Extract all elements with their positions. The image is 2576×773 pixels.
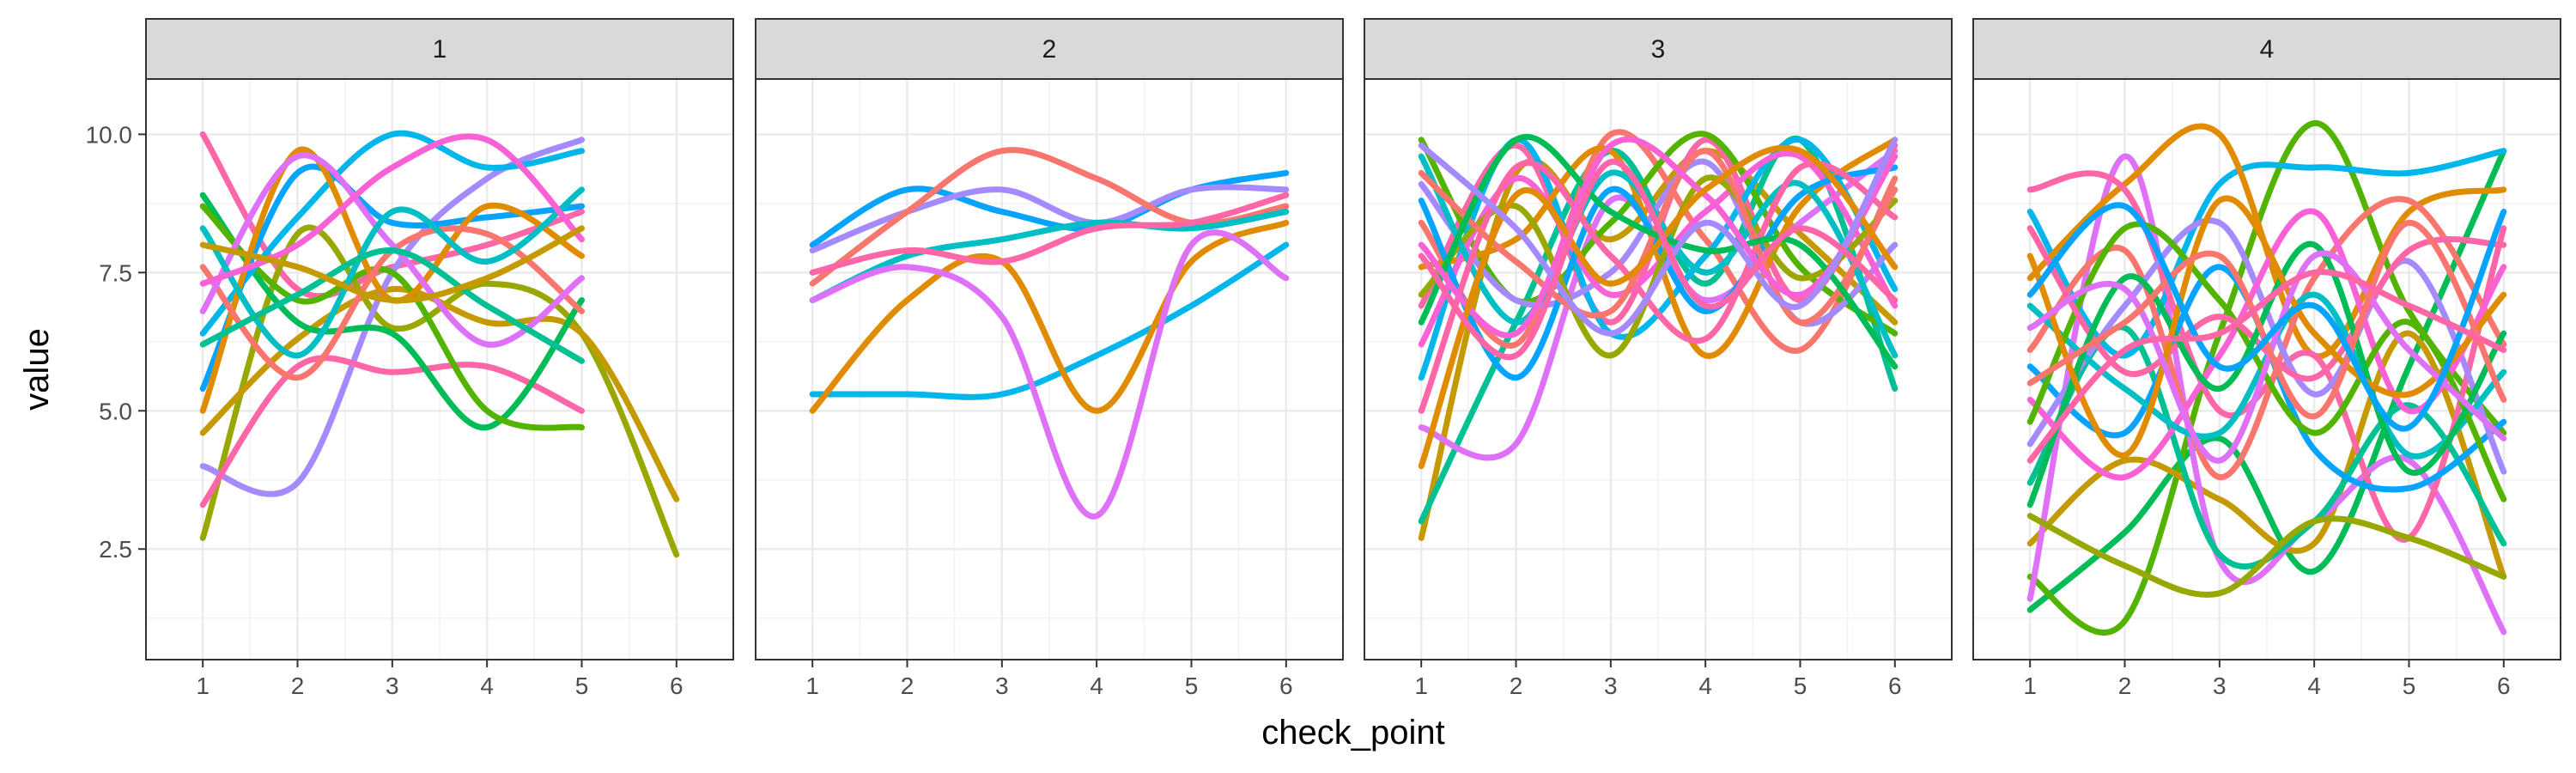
series-line-11 <box>2026 196 2507 480</box>
x-tick-label: 6 <box>1888 673 1902 699</box>
facet-panel-3: 3 1 2 3 4 5 6 <box>1364 18 1953 699</box>
x-tick-label: 5 <box>1794 673 1807 699</box>
x-tick-label: 2 <box>291 673 305 699</box>
series-line-7 <box>809 229 1290 520</box>
facet-panel-1: 1 1 2 3 4 5 6 2.5 5.0 7.5 10.0 <box>86 18 734 699</box>
series-line-6 <box>1418 131 1899 337</box>
x-tick-label: 6 <box>2497 673 2511 699</box>
y-axis-title: value <box>18 328 56 411</box>
series-line-5 <box>1418 129 1899 354</box>
facet-strip-label: 1 <box>433 35 447 64</box>
series-line-18 <box>2026 195 2507 459</box>
series-line-16 <box>2026 225 2507 382</box>
series-line-21 <box>2026 202 2507 432</box>
x-tick-label: 3 <box>2213 673 2227 699</box>
series-line-11 <box>1418 164 1899 381</box>
series-line-16 <box>199 225 585 304</box>
facet-strip-label: 4 <box>2260 35 2275 64</box>
y-tick-label: 5.0 <box>99 398 132 424</box>
panel-border <box>1972 78 2561 660</box>
facet-panel-2: 2 1 2 3 4 5 6 <box>755 18 1344 699</box>
series-line-6 <box>199 192 585 431</box>
x-tick-label: 3 <box>995 673 1009 699</box>
series-line-17 <box>2026 240 2507 508</box>
series-line-17 <box>1418 136 1899 338</box>
facet-strip-label: 2 <box>1042 35 1057 64</box>
series-line-13 <box>199 186 585 359</box>
facet-strip <box>755 18 1344 80</box>
series-line-6 <box>809 219 1290 414</box>
panel-border <box>1364 78 1953 660</box>
x-tick-label: 2 <box>2118 673 2132 699</box>
facet-strip-label: 3 <box>1651 35 1666 64</box>
series-line-12 <box>2026 217 2507 475</box>
x-tick-label: 2 <box>901 673 914 699</box>
x-tick-label: 1 <box>805 673 819 699</box>
series-line-20 <box>2026 219 2507 420</box>
series-line-20 <box>1418 159 1899 361</box>
series-line-12 <box>199 152 585 348</box>
series-line-14 <box>199 133 585 287</box>
series-line-15 <box>1418 148 1899 326</box>
y-tick-label: 10.0 <box>86 121 133 148</box>
series-line-1 <box>1418 148 1899 541</box>
series-line-3 <box>199 286 680 502</box>
series-group <box>809 147 1290 520</box>
x-tick-label: 6 <box>670 673 683 699</box>
series-line-9 <box>2026 513 2507 598</box>
x-tick-label: 3 <box>1604 673 1618 699</box>
x-tick-label: 5 <box>2403 673 2416 699</box>
series-line-15 <box>2026 221 2507 502</box>
series-line-5 <box>809 209 1290 303</box>
series-group <box>2026 120 2507 636</box>
x-tick-label: 4 <box>480 673 494 699</box>
facet-strip <box>145 18 734 80</box>
series-line-7 <box>199 203 585 431</box>
series-line-5 <box>2026 148 2507 359</box>
panel-border <box>755 78 1344 660</box>
series-line-5 <box>199 355 585 508</box>
x-tick-label: 4 <box>1698 673 1712 699</box>
series-line-19 <box>2026 250 2507 464</box>
facet-panel-4: 4 1 2 3 4 5 6 <box>1972 18 2561 699</box>
series-line-8 <box>809 192 1290 276</box>
x-tick-label: 4 <box>2307 673 2321 699</box>
facet-strip <box>1972 18 2561 80</box>
y-tick-label: 7.5 <box>99 259 132 286</box>
x-tick-label: 3 <box>386 673 399 699</box>
series-line-4 <box>809 241 1290 400</box>
x-tick-label: 5 <box>575 673 589 699</box>
series-line-18 <box>1418 144 1899 470</box>
series-line-15 <box>199 247 585 364</box>
series-line-22 <box>2026 269 2507 464</box>
series-line-2 <box>2026 120 2507 636</box>
panel-border <box>145 78 734 660</box>
x-tick-label: 1 <box>2023 673 2037 699</box>
x-tick-label: 5 <box>1185 673 1199 699</box>
x-tick-label: 4 <box>1090 673 1103 699</box>
x-tick-label: 2 <box>1510 673 1523 699</box>
x-axis-title: check_point <box>1261 714 1444 752</box>
x-tick-label: 1 <box>196 673 210 699</box>
x-tick-label: 6 <box>1279 673 1293 699</box>
y-tick-label: 2.5 <box>99 536 132 563</box>
series-line-8 <box>1418 137 1899 359</box>
series-group <box>199 130 680 558</box>
series-group <box>1418 129 1899 541</box>
series-line-16 <box>1418 134 1899 370</box>
facet-strip <box>1364 18 1953 80</box>
x-tick-label: 1 <box>1414 673 1428 699</box>
